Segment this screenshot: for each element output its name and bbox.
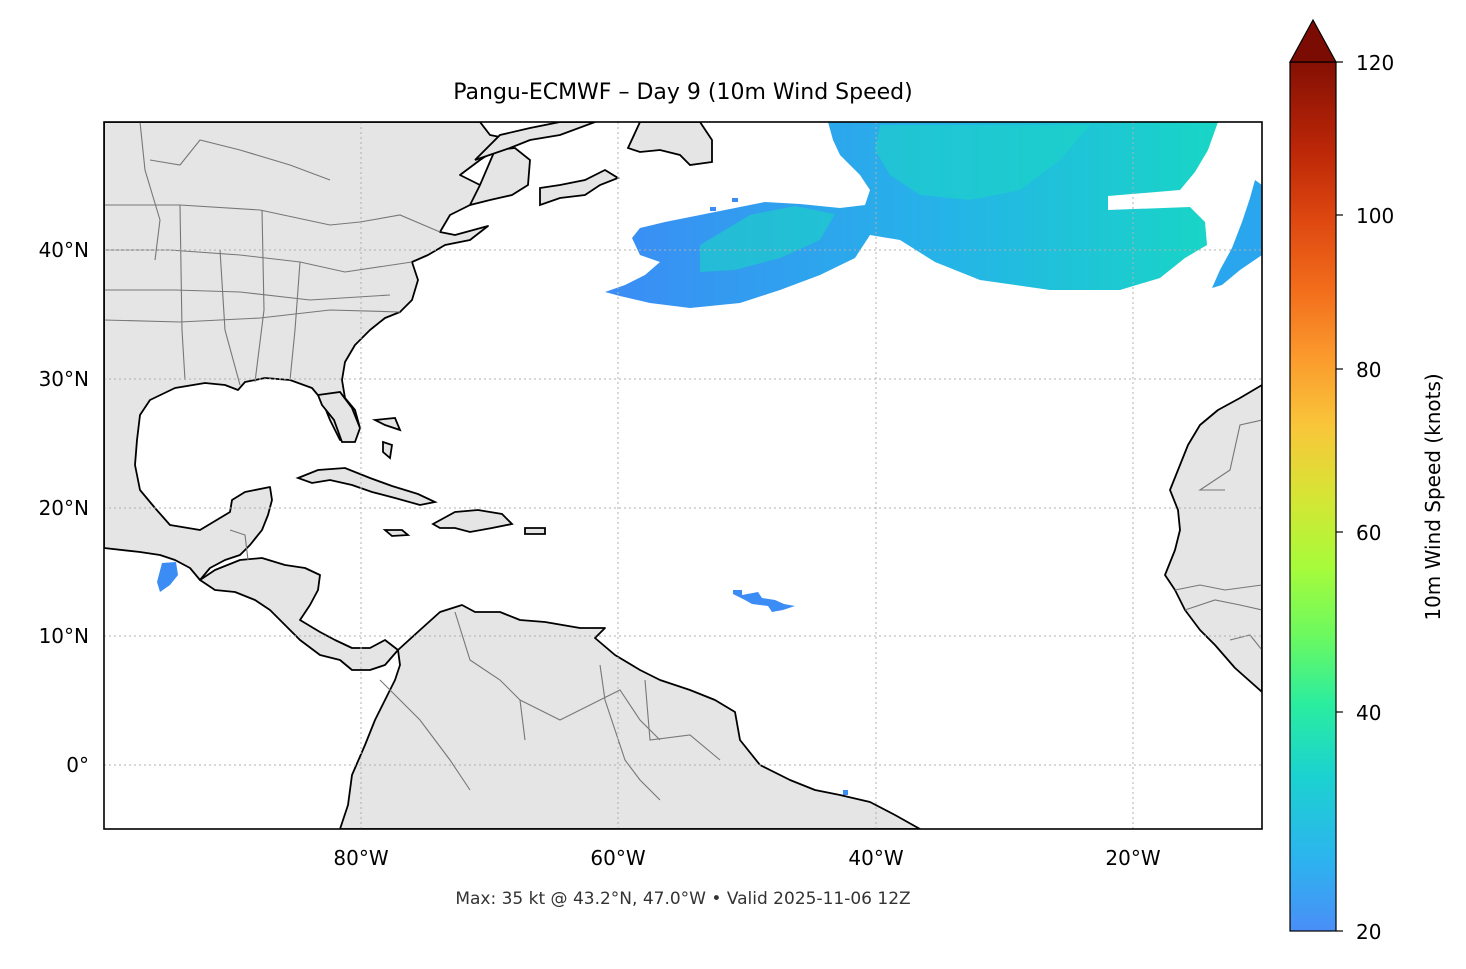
caribbean-islands bbox=[295, 417, 546, 537]
colorbar-extend-arrow bbox=[1288, 18, 1338, 63]
north-atlantic-core-west bbox=[700, 206, 835, 272]
equatorial-speck bbox=[843, 790, 848, 795]
map-panel bbox=[104, 122, 1262, 829]
north-atlantic-core bbox=[875, 125, 1090, 200]
colorbar-tick-label: 60 bbox=[1356, 521, 1381, 545]
pacific-patch bbox=[157, 562, 178, 592]
lon-label: 60°W bbox=[590, 846, 645, 870]
lat-label: 30°N bbox=[39, 367, 89, 391]
colorbar-tick-label: 80 bbox=[1356, 358, 1381, 382]
south-america bbox=[339, 604, 921, 829]
jamaica bbox=[382, 529, 411, 537]
lat-label: 0° bbox=[66, 753, 89, 777]
lat-label: 40°N bbox=[39, 238, 89, 262]
map-frame bbox=[103, 121, 1263, 830]
chart-title: Pangu-ECMWF – Day 9 (10m Wind Speed) bbox=[453, 80, 912, 105]
colorbar-tick-label: 120 bbox=[1356, 51, 1394, 75]
footer-note: Max: 35 kt @ 43.2°N, 47.0°W • Valid 2025… bbox=[455, 889, 910, 909]
africa bbox=[1164, 384, 1262, 693]
bahamas bbox=[371, 417, 402, 460]
cuba bbox=[295, 467, 438, 506]
colorbar-gradient bbox=[1289, 61, 1337, 932]
lon-label: 80°W bbox=[333, 846, 388, 870]
central-america bbox=[199, 557, 399, 671]
colorbar-tick-label: 100 bbox=[1356, 204, 1394, 228]
colorbar-ticks bbox=[1336, 61, 1343, 932]
hispaniola bbox=[431, 509, 514, 533]
speck-north-2 bbox=[710, 207, 716, 211]
puerto-rico bbox=[524, 527, 546, 535]
colorbar-tick-label: 20 bbox=[1356, 920, 1381, 944]
lon-label: 40°W bbox=[848, 846, 903, 870]
colorbar-tick-label: 40 bbox=[1356, 701, 1381, 725]
gridlines bbox=[104, 122, 1262, 829]
greenland-tip bbox=[626, 122, 713, 166]
political-borders bbox=[104, 122, 1262, 801]
wind-shading bbox=[157, 122, 1262, 795]
florida bbox=[316, 391, 361, 443]
eastern-atlantic-band bbox=[1212, 180, 1262, 288]
lat-label: 10°N bbox=[39, 624, 89, 648]
colorbar: 120 100 80 60 40 20 10m Wind Speed (knot… bbox=[1288, 18, 1445, 944]
lat-labels: 40°N 30°N 20°N 10°N 0° bbox=[39, 238, 89, 777]
colorbar-label: 10m Wind Speed (knots) bbox=[1421, 373, 1445, 620]
maritimes-landmass bbox=[468, 147, 531, 207]
speck-north bbox=[732, 198, 738, 202]
lat-label: 20°N bbox=[39, 496, 89, 520]
north-america-landmass bbox=[104, 122, 506, 581]
central-atlantic-patch bbox=[733, 590, 795, 612]
lon-labels: 80°W 60°W 40°W 20°W bbox=[333, 846, 1160, 870]
newfoundland bbox=[539, 168, 621, 207]
labrador-coast bbox=[474, 122, 596, 161]
lon-label: 20°W bbox=[1105, 846, 1160, 870]
